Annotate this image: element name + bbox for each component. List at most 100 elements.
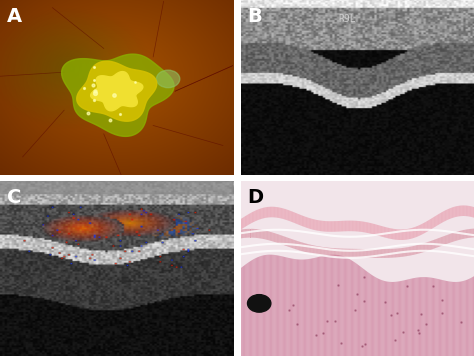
Polygon shape <box>312 258 313 356</box>
Polygon shape <box>287 210 288 221</box>
Polygon shape <box>273 207 274 218</box>
Polygon shape <box>350 221 351 231</box>
Text: R9L: R9L <box>338 14 356 24</box>
Polygon shape <box>402 248 403 257</box>
Polygon shape <box>402 229 403 240</box>
Polygon shape <box>299 260 301 356</box>
Polygon shape <box>413 246 414 255</box>
Polygon shape <box>347 258 348 356</box>
Polygon shape <box>371 249 372 258</box>
Polygon shape <box>459 282 460 356</box>
Polygon shape <box>278 256 279 356</box>
Polygon shape <box>312 219 313 230</box>
Polygon shape <box>450 208 451 219</box>
Polygon shape <box>406 229 407 240</box>
Polygon shape <box>441 212 442 223</box>
Polygon shape <box>439 279 440 356</box>
Polygon shape <box>387 227 388 238</box>
Polygon shape <box>382 226 383 237</box>
Polygon shape <box>308 244 309 253</box>
Polygon shape <box>249 261 250 356</box>
Polygon shape <box>456 206 457 217</box>
Polygon shape <box>271 232 272 241</box>
Polygon shape <box>439 238 440 247</box>
Polygon shape <box>417 245 418 254</box>
Polygon shape <box>438 279 439 356</box>
Polygon shape <box>365 270 366 356</box>
Polygon shape <box>343 248 344 257</box>
Polygon shape <box>441 280 442 356</box>
Polygon shape <box>468 279 469 356</box>
Polygon shape <box>341 221 342 231</box>
Text: B: B <box>247 7 262 26</box>
Polygon shape <box>447 209 448 220</box>
Polygon shape <box>464 230 465 239</box>
Polygon shape <box>249 229 250 237</box>
Polygon shape <box>346 249 347 257</box>
Polygon shape <box>344 248 345 257</box>
Polygon shape <box>372 275 373 356</box>
Polygon shape <box>393 229 394 240</box>
Polygon shape <box>244 217 245 228</box>
Polygon shape <box>263 230 264 239</box>
Polygon shape <box>377 278 378 356</box>
Polygon shape <box>241 218 242 229</box>
Polygon shape <box>352 249 353 258</box>
Polygon shape <box>344 221 345 231</box>
Polygon shape <box>351 221 352 231</box>
Polygon shape <box>384 249 385 258</box>
Polygon shape <box>378 249 379 258</box>
Polygon shape <box>434 278 435 356</box>
Polygon shape <box>243 266 244 356</box>
Polygon shape <box>260 230 261 239</box>
Polygon shape <box>274 255 276 356</box>
Polygon shape <box>268 231 269 240</box>
Polygon shape <box>304 216 305 227</box>
Polygon shape <box>356 249 357 258</box>
Polygon shape <box>321 221 322 231</box>
Polygon shape <box>259 230 260 239</box>
Polygon shape <box>307 217 308 228</box>
Polygon shape <box>374 224 375 235</box>
Polygon shape <box>379 225 380 236</box>
Polygon shape <box>321 247 322 256</box>
Polygon shape <box>367 272 368 356</box>
Polygon shape <box>414 246 415 255</box>
Polygon shape <box>322 221 323 231</box>
Polygon shape <box>386 281 387 356</box>
Polygon shape <box>473 229 474 237</box>
Polygon shape <box>354 249 355 258</box>
Polygon shape <box>471 229 472 238</box>
Circle shape <box>247 295 271 312</box>
Polygon shape <box>454 282 455 356</box>
Polygon shape <box>429 277 430 356</box>
Polygon shape <box>436 239 437 248</box>
Polygon shape <box>356 221 357 231</box>
Polygon shape <box>247 262 249 356</box>
Polygon shape <box>285 257 286 356</box>
Polygon shape <box>380 226 381 236</box>
Polygon shape <box>333 248 334 257</box>
Polygon shape <box>457 282 459 356</box>
Polygon shape <box>378 278 379 356</box>
Polygon shape <box>341 248 342 257</box>
Polygon shape <box>426 242 427 251</box>
Polygon shape <box>430 278 432 356</box>
Polygon shape <box>346 221 347 231</box>
Polygon shape <box>447 281 448 356</box>
Polygon shape <box>435 216 436 227</box>
Polygon shape <box>384 227 385 237</box>
Polygon shape <box>467 206 468 216</box>
Polygon shape <box>276 207 277 218</box>
Polygon shape <box>379 249 380 258</box>
Polygon shape <box>365 222 366 233</box>
Polygon shape <box>404 247 405 256</box>
Polygon shape <box>295 213 296 224</box>
Polygon shape <box>471 278 472 356</box>
Polygon shape <box>332 255 333 356</box>
Polygon shape <box>365 249 366 258</box>
Polygon shape <box>340 248 341 257</box>
Polygon shape <box>420 225 421 235</box>
Polygon shape <box>363 268 364 356</box>
Polygon shape <box>424 222 425 234</box>
